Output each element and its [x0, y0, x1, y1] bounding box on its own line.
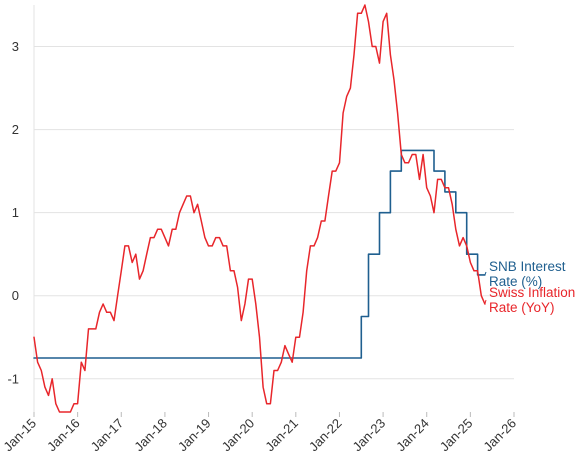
- x-tick-label: Jan-22: [306, 416, 345, 455]
- inflation-legend-label: Swiss Inflation Rate (YoY): [489, 285, 575, 315]
- legend: SNB Interest Rate (%)Swiss Inflation Rate …: [484, 259, 575, 315]
- y-tick-label: 1: [12, 205, 19, 220]
- y-tick-label: 3: [12, 39, 19, 54]
- x-tick-label: Jan-26: [480, 416, 519, 455]
- snb-legend-label-line: SNB Interest: [489, 259, 566, 274]
- y-tick-label: -1: [7, 371, 19, 386]
- x-tick-label: Jan-23: [349, 416, 388, 455]
- x-tick-label: Jan-17: [88, 416, 127, 455]
- x-tick-label: Jan-15: [0, 416, 39, 455]
- series-group: [33, 4, 486, 413]
- snb-legend-label: SNB Interest Rate (%): [489, 259, 566, 289]
- x-tick-label: Jan-24: [393, 416, 432, 455]
- x-tick-label: Jan-25: [437, 416, 476, 455]
- inflation-legend-leader: [484, 299, 487, 305]
- snb-rate-line: [33, 149, 486, 359]
- inflation-legend-label-line: Rate (YoY): [489, 300, 555, 315]
- snb-legend-label-line: Rate (%): [489, 274, 542, 289]
- snb-legend-leader: [484, 271, 487, 276]
- y-tick-label: 0: [12, 288, 19, 303]
- inflation-line: [33, 4, 486, 413]
- x-tick-label: Jan-18: [131, 416, 170, 455]
- y-axis: -1 0 1 2 3: [7, 39, 19, 386]
- y-tick-label: 2: [12, 122, 19, 137]
- x-axis: Jan-15 Jan-16 Jan-17 Jan-18 Jan-19 Jan-20 Jan-…: [0, 412, 519, 454]
- x-tick-label: Jan-16: [44, 416, 83, 455]
- x-tick-label: Jan-19: [175, 416, 214, 455]
- grid: [33, 5, 514, 412]
- x-tick-label: Jan-21: [262, 416, 301, 455]
- inflation-legend-label-line: Swiss Inflation: [489, 285, 575, 300]
- x-tick-label: Jan-20: [219, 416, 258, 455]
